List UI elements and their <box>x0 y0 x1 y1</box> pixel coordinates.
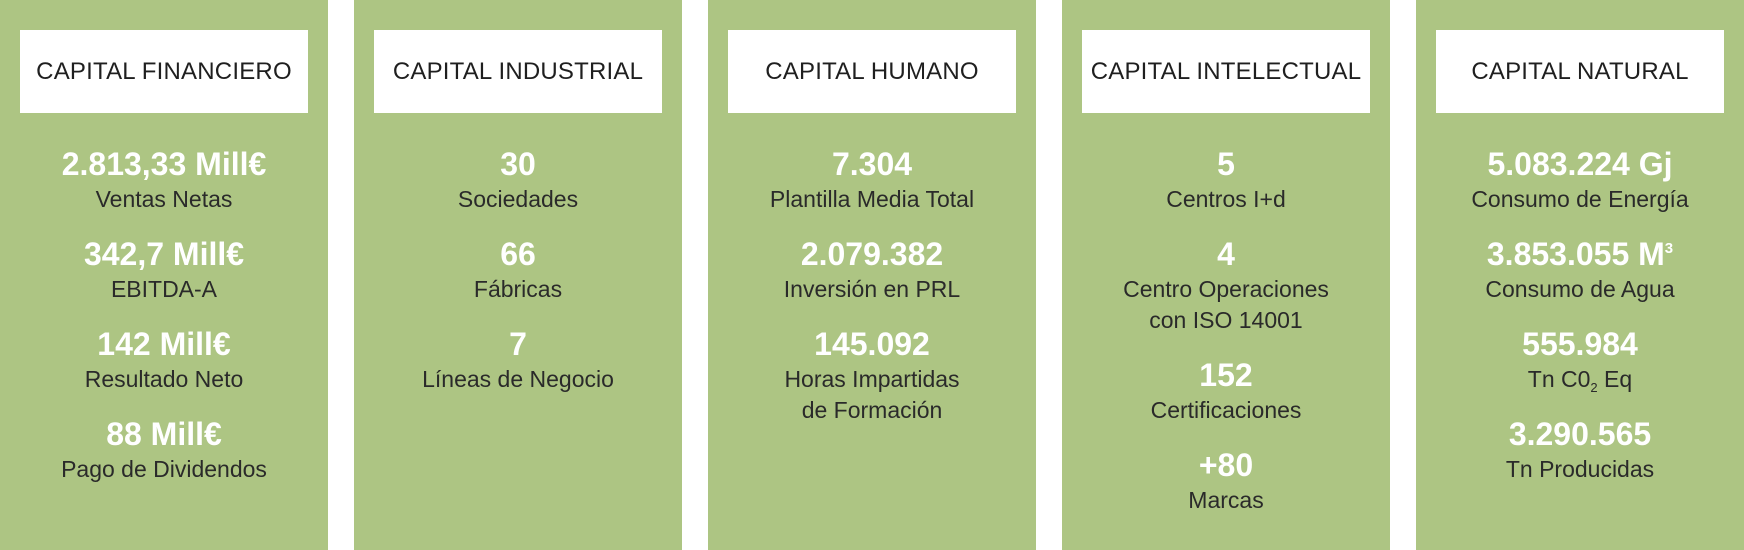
metric-value: 142 Mill€ <box>97 326 231 362</box>
metric-pago-dividendos: 88 Mill€ Pago de Dividendos <box>61 414 267 485</box>
metric-value: +80 <box>1198 447 1254 483</box>
metric-label: Plantilla Media Total <box>769 186 975 212</box>
metric-label: Inversión en PRL <box>783 276 961 302</box>
metric-value: 2.813,33 Mill€ <box>61 146 267 182</box>
metric-value: 5 <box>1217 146 1235 182</box>
panel-title: CAPITAL HUMANO <box>728 30 1016 113</box>
metrics-list: 5 Centros I+d 4 Centro Operaciones con I… <box>1062 144 1390 535</box>
label-subscript: 2 <box>1590 380 1598 395</box>
metric-label: Consumo de Agua <box>1485 276 1675 302</box>
metric-fabricas: 66 Fábricas <box>474 234 562 305</box>
panel-title: CAPITAL NATURAL <box>1436 30 1724 113</box>
panel-capital-financiero: CAPITAL FINANCIERO 2.813,33 Mill€ Ventas… <box>0 0 328 550</box>
metric-value: 555.984 <box>1522 326 1638 362</box>
metric-value: 152 <box>1199 357 1253 393</box>
metric-centros-id: 5 Centros I+d <box>1166 144 1286 215</box>
panel-title: CAPITAL INTELECTUAL <box>1082 30 1370 113</box>
metric-sociedades: 30 Sociedades <box>458 144 578 215</box>
metric-value: 30 <box>500 146 536 182</box>
metric-value: 88 Mill€ <box>106 416 222 452</box>
metric-lineas-negocio: 7 Líneas de Negocio <box>422 324 614 395</box>
metrics-list: 2.813,33 Mill€ Ventas Netas 342,7 Mill€ … <box>0 144 328 504</box>
metric-label: Consumo de Energía <box>1471 186 1689 212</box>
metric-label: Sociedades <box>457 186 579 212</box>
metric-value: 7 <box>509 326 527 362</box>
metric-label: Pago de Dividendos <box>61 456 267 482</box>
metric-value: 5.083.224 Gj <box>1487 146 1673 182</box>
metric-label: con ISO 14001 <box>1149 307 1303 333</box>
label-pre: Tn C0 <box>1527 366 1591 392</box>
metrics-list: 30 Sociedades 66 Fábricas 7 Líneas de Ne… <box>354 144 682 414</box>
metric-value: 7.304 <box>831 146 913 182</box>
panel-capital-intelectual: CAPITAL INTELECTUAL 5 Centros I+d 4 Cent… <box>1062 0 1390 550</box>
metric-tn-producidas: 3.290.565 Tn Producidas <box>1506 414 1654 485</box>
metric-value: 342,7 Mill€ <box>83 236 245 272</box>
metric-label: Certificaciones <box>1150 397 1302 423</box>
metric-value: 3.290.565 <box>1508 416 1652 452</box>
metric-value: 145.092 <box>814 326 930 362</box>
metric-label: Centro Operaciones <box>1123 276 1329 302</box>
metric-co2: 555.984 Tn C02 Eq <box>1522 324 1638 395</box>
metric-horas-formacion: 145.092 Horas Impartidas de Formación <box>784 324 959 426</box>
metric-label: de Formación <box>801 397 943 423</box>
metric-label: Fábricas <box>473 276 563 302</box>
metric-value: 66 <box>500 236 536 272</box>
metric-centro-operaciones: 4 Centro Operaciones con ISO 14001 <box>1123 234 1329 336</box>
metric-label: Resultado Neto <box>84 366 244 392</box>
metric-label: Horas Impartidas <box>784 366 960 392</box>
metric-inversion-prl: 2.079.382 Inversión en PRL <box>784 234 960 305</box>
metric-value-main: 3.853.055 M <box>1486 236 1665 272</box>
metric-consumo-energia: 5.083.224 Gj Consumo de Energía <box>1471 144 1688 215</box>
metric-ventas-netas: 2.813,33 Mill€ Ventas Netas <box>62 144 267 215</box>
metric-value-superscript: 3 <box>1664 240 1674 257</box>
metric-value: 4 <box>1217 236 1235 272</box>
panel-capital-humano: CAPITAL HUMANO 7.304 Plantilla Media Tot… <box>708 0 1036 550</box>
metric-certificaciones: 152 Certificaciones <box>1151 355 1302 426</box>
metric-consumo-agua: 3.853.055 M3 Consumo de Agua <box>1485 234 1674 305</box>
panel-title: CAPITAL INDUSTRIAL <box>374 30 662 113</box>
metric-label: Líneas de Negocio <box>422 366 614 392</box>
metric-resultado-neto: 142 Mill€ Resultado Neto <box>85 324 244 395</box>
metric-label: Tn Producidas <box>1505 456 1655 482</box>
metric-plantilla: 7.304 Plantilla Media Total <box>770 144 974 215</box>
metric-label: Ventas Netas <box>95 186 233 212</box>
panel-capital-industrial: CAPITAL INDUSTRIAL 30 Sociedades 66 Fábr… <box>354 0 682 550</box>
metrics-list: 7.304 Plantilla Media Total 2.079.382 In… <box>708 144 1036 445</box>
metric-value: 3.853.055 M3 <box>1485 234 1674 274</box>
metric-marcas: +80 Marcas <box>1188 445 1263 516</box>
panel-title: CAPITAL FINANCIERO <box>20 30 308 113</box>
panel-capital-natural: CAPITAL NATURAL 5.083.224 Gj Consumo de … <box>1416 0 1744 550</box>
metric-label: Marcas <box>1188 487 1264 513</box>
label-post: Eq <box>1597 366 1633 392</box>
metric-label: Tn C02 Eq <box>1522 364 1638 395</box>
metric-ebitda: 342,7 Mill€ EBITDA-A <box>84 234 244 305</box>
metric-label: Centros I+d <box>1166 186 1286 212</box>
metrics-list: 5.083.224 Gj Consumo de Energía 3.853.05… <box>1416 144 1744 504</box>
metric-label: EBITDA-A <box>110 276 218 302</box>
metric-value: 2.079.382 <box>800 236 944 272</box>
